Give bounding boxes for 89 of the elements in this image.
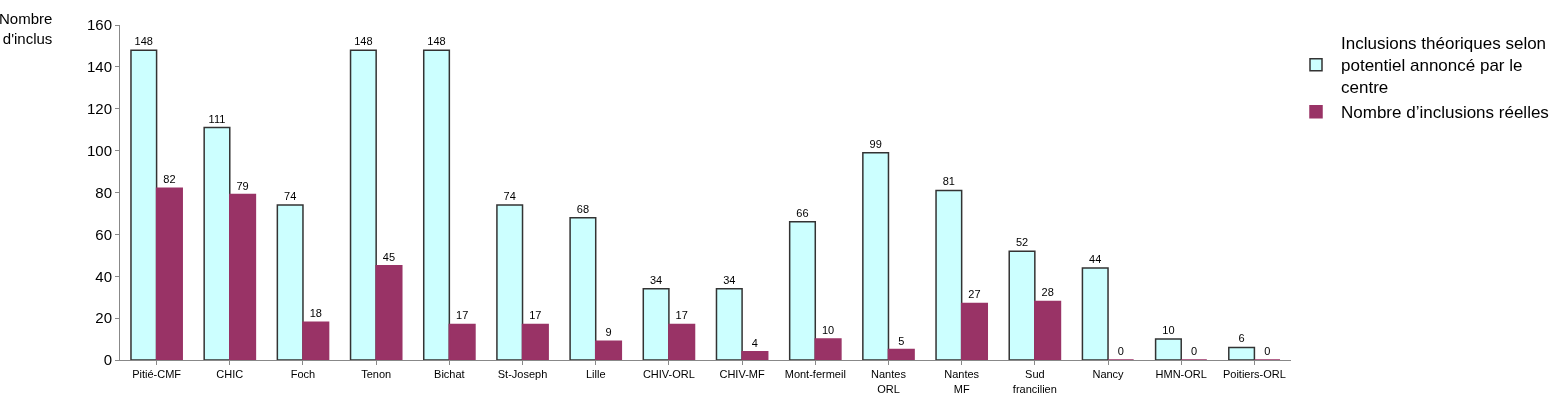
- data-label: 74: [503, 190, 516, 203]
- x-tick-label: HMN-ORL: [1155, 368, 1207, 381]
- bar: [594, 340, 623, 360]
- bar: [642, 288, 670, 360]
- data-label: 74: [284, 190, 297, 203]
- legend-label: Inclusions théoriques selon potentiel annoncé par le centre: [1341, 34, 1547, 98]
- bar: [1008, 250, 1036, 360]
- y-tick-label: 120: [86, 100, 112, 117]
- y-tick-label: 20: [95, 309, 112, 327]
- bar: [448, 323, 476, 360]
- x-tick-label: Nantes MF: [944, 368, 980, 395]
- x-tick-label: St-Joseph: [497, 368, 548, 381]
- data-label: 0: [1117, 345, 1124, 357]
- data-label: 6: [1238, 332, 1245, 345]
- legend-label: Nombre d’inclusions réelles: [1341, 103, 1549, 123]
- x-tick-label: Nantes ORL: [871, 368, 907, 395]
- x-tick-label: Foch: [290, 368, 316, 381]
- y-tick-label: 0: [103, 351, 112, 369]
- bar: [349, 49, 377, 360]
- data-label: 0: [1190, 345, 1198, 357]
- data-label: 44: [1089, 252, 1102, 265]
- bar: [203, 126, 231, 360]
- x-tick-label: Tenon: [361, 368, 392, 381]
- bar: [569, 216, 597, 360]
- data-label: 10: [1162, 324, 1175, 337]
- data-label: 99: [869, 137, 882, 150]
- bar: [668, 323, 696, 360]
- data-label: 34: [649, 273, 663, 286]
- bar: [130, 49, 158, 360]
- bar: [1154, 338, 1182, 360]
- data-label: 4: [751, 336, 758, 349]
- x-tick-label: Nancy: [1092, 368, 1125, 381]
- y-tick-label: 40: [95, 267, 112, 285]
- data-label: 18: [309, 307, 322, 320]
- bar: [741, 350, 769, 360]
- data-label: 10: [821, 324, 835, 337]
- bar: [935, 189, 963, 360]
- data-label: 5: [898, 334, 905, 347]
- x-tick-label: Bichat: [434, 368, 465, 381]
- y-axis-title: Nombre d'inclus: [0, 10, 53, 47]
- data-label: 17: [675, 309, 688, 322]
- data-label: 17: [529, 309, 542, 322]
- data-label: 17: [456, 309, 469, 322]
- x-tick-label: Mont-fermeil: [784, 368, 846, 381]
- bar: [814, 338, 842, 360]
- bar: [788, 221, 817, 360]
- bar: [229, 193, 257, 360]
- data-label: 81: [942, 175, 955, 188]
- bar: [521, 323, 549, 360]
- y-tick-label: 60: [95, 225, 112, 243]
- bar: [1081, 267, 1109, 360]
- x-tick-label: CHIC: [216, 368, 244, 381]
- x-tick-label: CHIV-ORL: [642, 368, 695, 381]
- bar: [960, 302, 989, 360]
- bar: [496, 204, 524, 360]
- y-tick-label: 140: [86, 58, 112, 76]
- data-label: 0: [1264, 345, 1271, 357]
- bar: [862, 151, 890, 360]
- x-tick-label: Lille: [585, 368, 606, 381]
- data-label: 79: [236, 179, 249, 192]
- data-label: 27: [968, 288, 981, 301]
- data-label: 68: [576, 202, 590, 215]
- data-label: 9: [605, 326, 612, 339]
- y-tick-label: 100: [86, 141, 112, 159]
- data-label: 66: [796, 206, 809, 219]
- x-tick-label: Sud francilien: [1012, 368, 1057, 395]
- bar: [715, 288, 743, 360]
- data-label: 45: [382, 250, 396, 263]
- y-tick-label: 160: [86, 16, 112, 34]
- y-tick-label: 80: [95, 183, 112, 201]
- x-tick-label: Poitiers-ORL: [1222, 368, 1286, 381]
- data-label: 148: [354, 35, 373, 48]
- bar: [302, 321, 330, 360]
- data-label: 111: [208, 112, 226, 125]
- x-tick-label: CHIV-MF: [719, 368, 765, 381]
- bar: [276, 204, 304, 360]
- bar: [422, 49, 451, 360]
- bar: [375, 265, 403, 360]
- data-label: 148: [134, 35, 153, 48]
- bar: [155, 187, 183, 360]
- data-label: 52: [1015, 236, 1029, 249]
- data-label: 28: [1041, 286, 1054, 299]
- data-label: 34: [723, 273, 736, 286]
- data-label: 82: [163, 173, 176, 186]
- data-label: 148: [427, 35, 446, 48]
- bar: [887, 348, 915, 360]
- x-tick-label: Pitié-CMF: [132, 368, 182, 381]
- bar: [1228, 346, 1256, 360]
- bar: [1034, 300, 1062, 360]
